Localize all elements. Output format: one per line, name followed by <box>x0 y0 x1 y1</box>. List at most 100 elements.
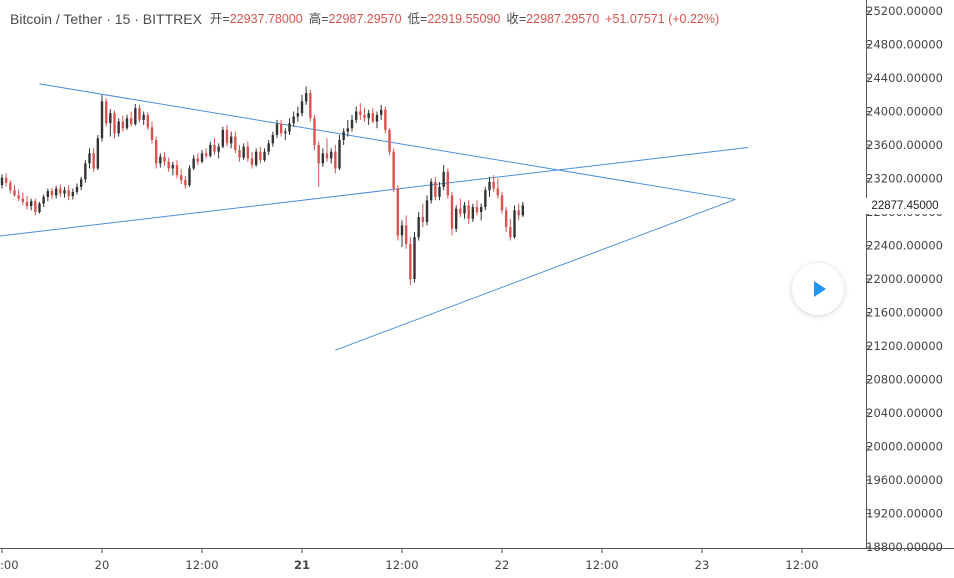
candle-body <box>75 186 79 192</box>
trendline[interactable] <box>39 83 736 200</box>
candle-body <box>21 198 25 202</box>
candle-body <box>267 143 270 152</box>
candle <box>329 148 333 164</box>
ohlc-readout: 开=22937.78000 高=22987.29570 低=22919.55090 收… <box>210 10 719 28</box>
trendlines[interactable] <box>0 83 748 351</box>
candle <box>325 138 329 162</box>
candle-body <box>425 200 429 223</box>
candle-body <box>100 101 104 139</box>
candle-body <box>146 114 150 128</box>
candle-body <box>479 206 483 212</box>
candle <box>496 178 500 199</box>
candle <box>275 119 279 139</box>
candle-body <box>179 175 183 181</box>
candle-body <box>209 145 212 156</box>
candle-body <box>442 171 445 187</box>
x-tick-label: 12:00 <box>385 558 418 572</box>
candle-body <box>142 114 145 120</box>
y-tick-label: 20000.00000 <box>866 440 943 454</box>
candle-body <box>9 182 12 191</box>
candle-body <box>0 177 4 186</box>
candle-body <box>329 151 333 159</box>
candle-body <box>159 156 162 164</box>
y-tick-label: 19600.00000 <box>866 473 943 487</box>
y-tick-label: 25200.00000 <box>866 4 943 18</box>
candle <box>321 148 325 167</box>
candle <box>484 186 487 211</box>
candle <box>363 108 366 122</box>
candle-body <box>446 171 450 196</box>
candle <box>475 200 479 216</box>
candle-body <box>359 111 362 115</box>
candle <box>221 126 225 149</box>
trendline[interactable] <box>0 147 748 237</box>
candle <box>109 108 112 137</box>
candle <box>134 103 137 126</box>
candle-body <box>363 114 366 119</box>
candle <box>267 139 270 156</box>
candle <box>242 143 245 161</box>
candle <box>471 203 475 223</box>
candle-body <box>496 188 500 196</box>
candle-body <box>404 225 408 244</box>
candle-body <box>225 129 229 144</box>
candle-body <box>42 196 45 204</box>
candle <box>296 106 300 122</box>
candle <box>117 118 120 137</box>
symbol-title: Bitcoin / Tether · 15 · BITTREX <box>10 11 202 27</box>
current-price-label: 22877.45000 <box>866 197 944 214</box>
candle-body <box>92 153 95 169</box>
candle <box>446 168 450 199</box>
trendline[interactable] <box>335 198 736 351</box>
candle-body <box>54 188 58 196</box>
candle <box>346 119 350 137</box>
candle <box>434 176 437 201</box>
candle <box>163 151 166 166</box>
candle-body <box>71 191 75 197</box>
candle <box>188 165 191 187</box>
candle-body <box>484 190 487 207</box>
candle-body <box>259 151 262 161</box>
candle <box>84 160 87 183</box>
y-tick-label: 18800.00000 <box>866 540 943 554</box>
candle <box>404 215 408 249</box>
y-tick-label: 20800.00000 <box>866 373 943 387</box>
candle <box>354 106 358 124</box>
y-tick-label: 24000.00000 <box>866 105 943 119</box>
candle-body <box>17 195 20 199</box>
replay-button[interactable] <box>792 263 844 315</box>
candle <box>125 114 129 130</box>
candle <box>375 111 379 129</box>
play-icon <box>814 281 826 297</box>
y-tick-label: 23600.00000 <box>866 138 943 152</box>
candle-body <box>459 208 462 214</box>
candle <box>292 111 295 127</box>
candle <box>371 108 375 124</box>
candle <box>271 131 275 147</box>
candle-body <box>196 158 200 162</box>
x-tick-label: 22 <box>495 558 510 572</box>
candle <box>509 218 512 241</box>
candle <box>459 198 462 218</box>
candle-body <box>338 139 341 169</box>
candle-body <box>304 93 308 102</box>
candle-body <box>4 177 8 183</box>
candle-body <box>192 158 195 169</box>
candle-body <box>513 210 516 238</box>
candle-body <box>134 108 137 125</box>
candle-body <box>396 188 400 236</box>
y-tick-label: 24400.00000 <box>866 71 943 85</box>
candle <box>467 200 470 224</box>
candle-body <box>288 123 291 132</box>
candle-body <box>67 190 70 197</box>
candle <box>421 203 425 228</box>
candle-body <box>379 109 383 115</box>
close-label: 收= <box>506 12 527 26</box>
candle <box>254 148 258 167</box>
candle-body <box>300 101 304 114</box>
candle <box>121 115 125 132</box>
candle <box>300 94 304 117</box>
candle-body <box>200 153 204 162</box>
